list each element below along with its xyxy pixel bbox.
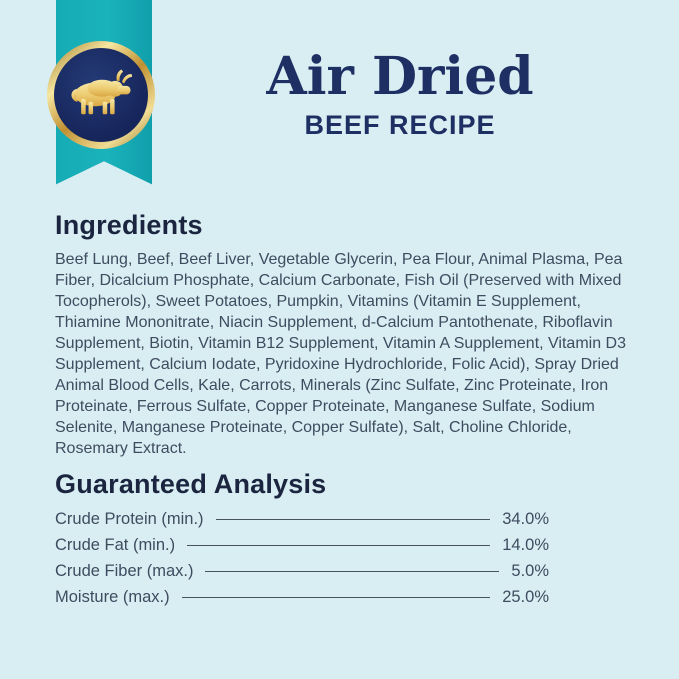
analysis-heading: Guaranteed Analysis [55,469,327,499]
analysis-row: Crude Fiber (max.) 5.0% [55,558,549,584]
ingredients-heading: Ingredients [55,210,203,240]
analysis-table: Crude Protein (min.) 34.0% Crude Fat (mi… [55,506,549,610]
content-column: Ingredients Beef Lung, Beef, Beef Liver,… [55,210,627,610]
analysis-row-label: Crude Fat (min.) [55,536,176,554]
analysis-row-value: 34.0% [502,510,549,528]
analysis-row-label: Crude Protein (min.) [55,510,204,528]
medal-circle [54,48,148,142]
analysis-row-rule [215,518,491,520]
analysis-row-value: 5.0% [511,562,549,580]
analysis-row: Crude Protein (min.) 34.0% [55,506,549,532]
analysis-row-rule [181,596,491,598]
page-title: Air Dried [266,46,534,107]
medal-badge [47,41,155,149]
title-block: Air Dried BEEF RECIPE [190,46,610,141]
analysis-row-label: Crude Fiber (max.) [55,562,194,580]
ingredients-text: Beef Lung, Beef, Beef Liver, Vegetable G… [55,251,626,457]
analysis-row-label: Moisture (max.) [55,588,170,606]
analysis-row: Moisture (max.) 25.0% [55,584,549,610]
analysis-row: Crude Fat (min.) 14.0% [55,532,549,558]
bull-icon [71,69,133,115]
analysis-row-value: 25.0% [502,588,549,606]
analysis-row-value: 14.0% [502,536,549,554]
analysis-row-rule [187,544,491,546]
page-subtitle: BEEF RECIPE [304,109,496,140]
analysis-row-rule [205,570,500,572]
